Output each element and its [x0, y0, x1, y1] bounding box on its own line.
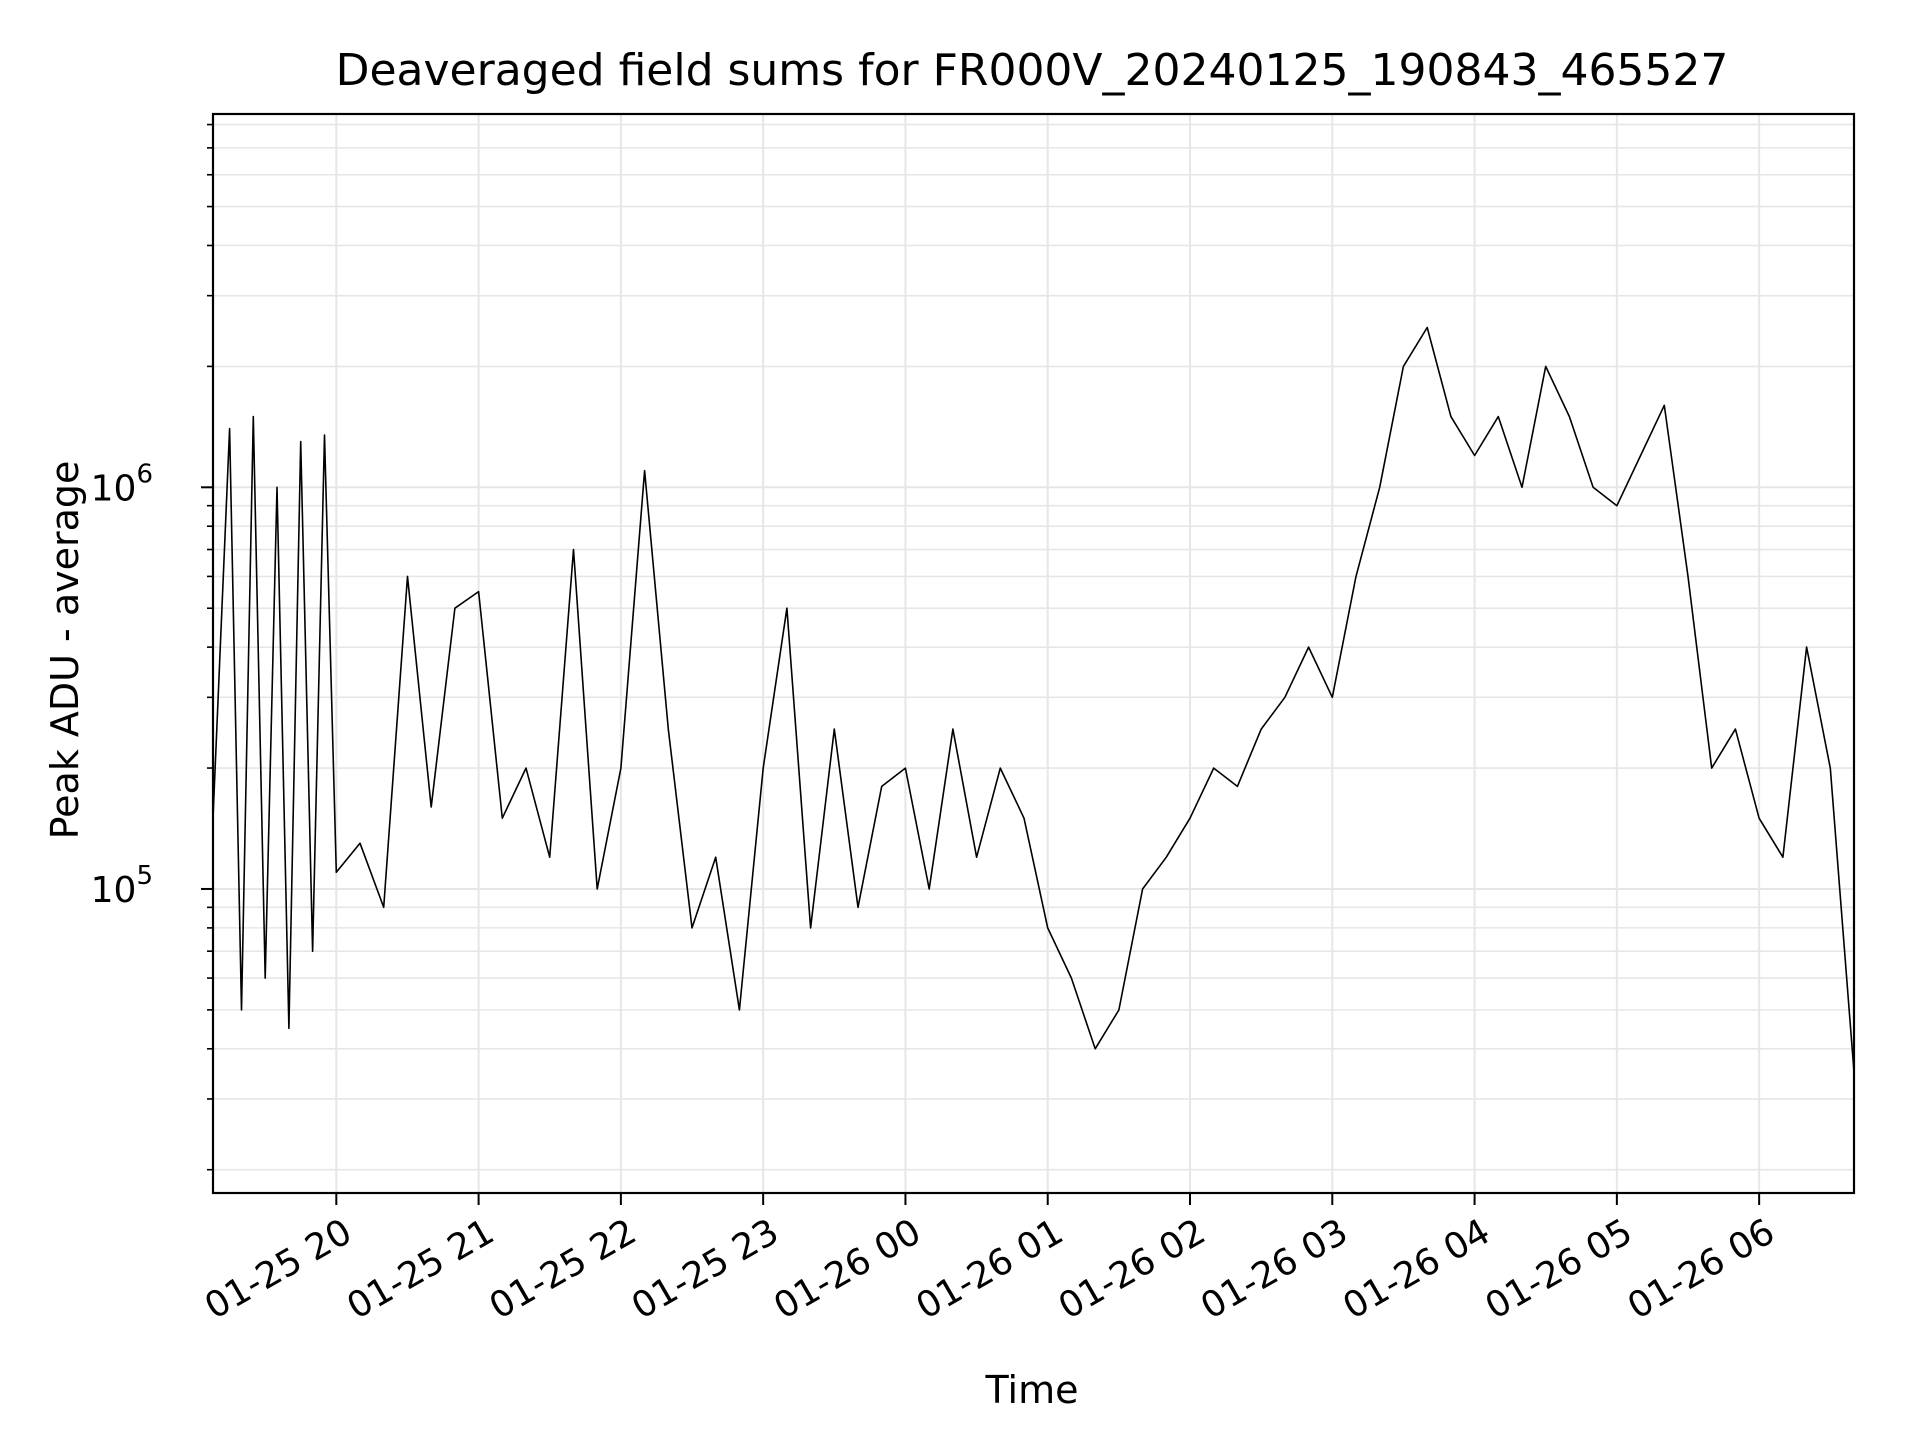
y-axis-label: Peak ADU - average — [43, 461, 87, 840]
grid-lines — [213, 114, 1854, 1193]
x-axis-label: Time — [985, 1368, 1079, 1412]
plot-frame — [211, 112, 1856, 1195]
y-axis: 105 106 — [91, 123, 213, 1171]
chart-title: Deaveraged field sums for FR000V_2024012… — [336, 45, 1729, 96]
series-line-0 — [212, 326, 1855, 1073]
y-tick-label: 105 — [91, 861, 153, 911]
plot-area — [212, 326, 1855, 1073]
y-tick-label: 106 — [91, 459, 153, 509]
